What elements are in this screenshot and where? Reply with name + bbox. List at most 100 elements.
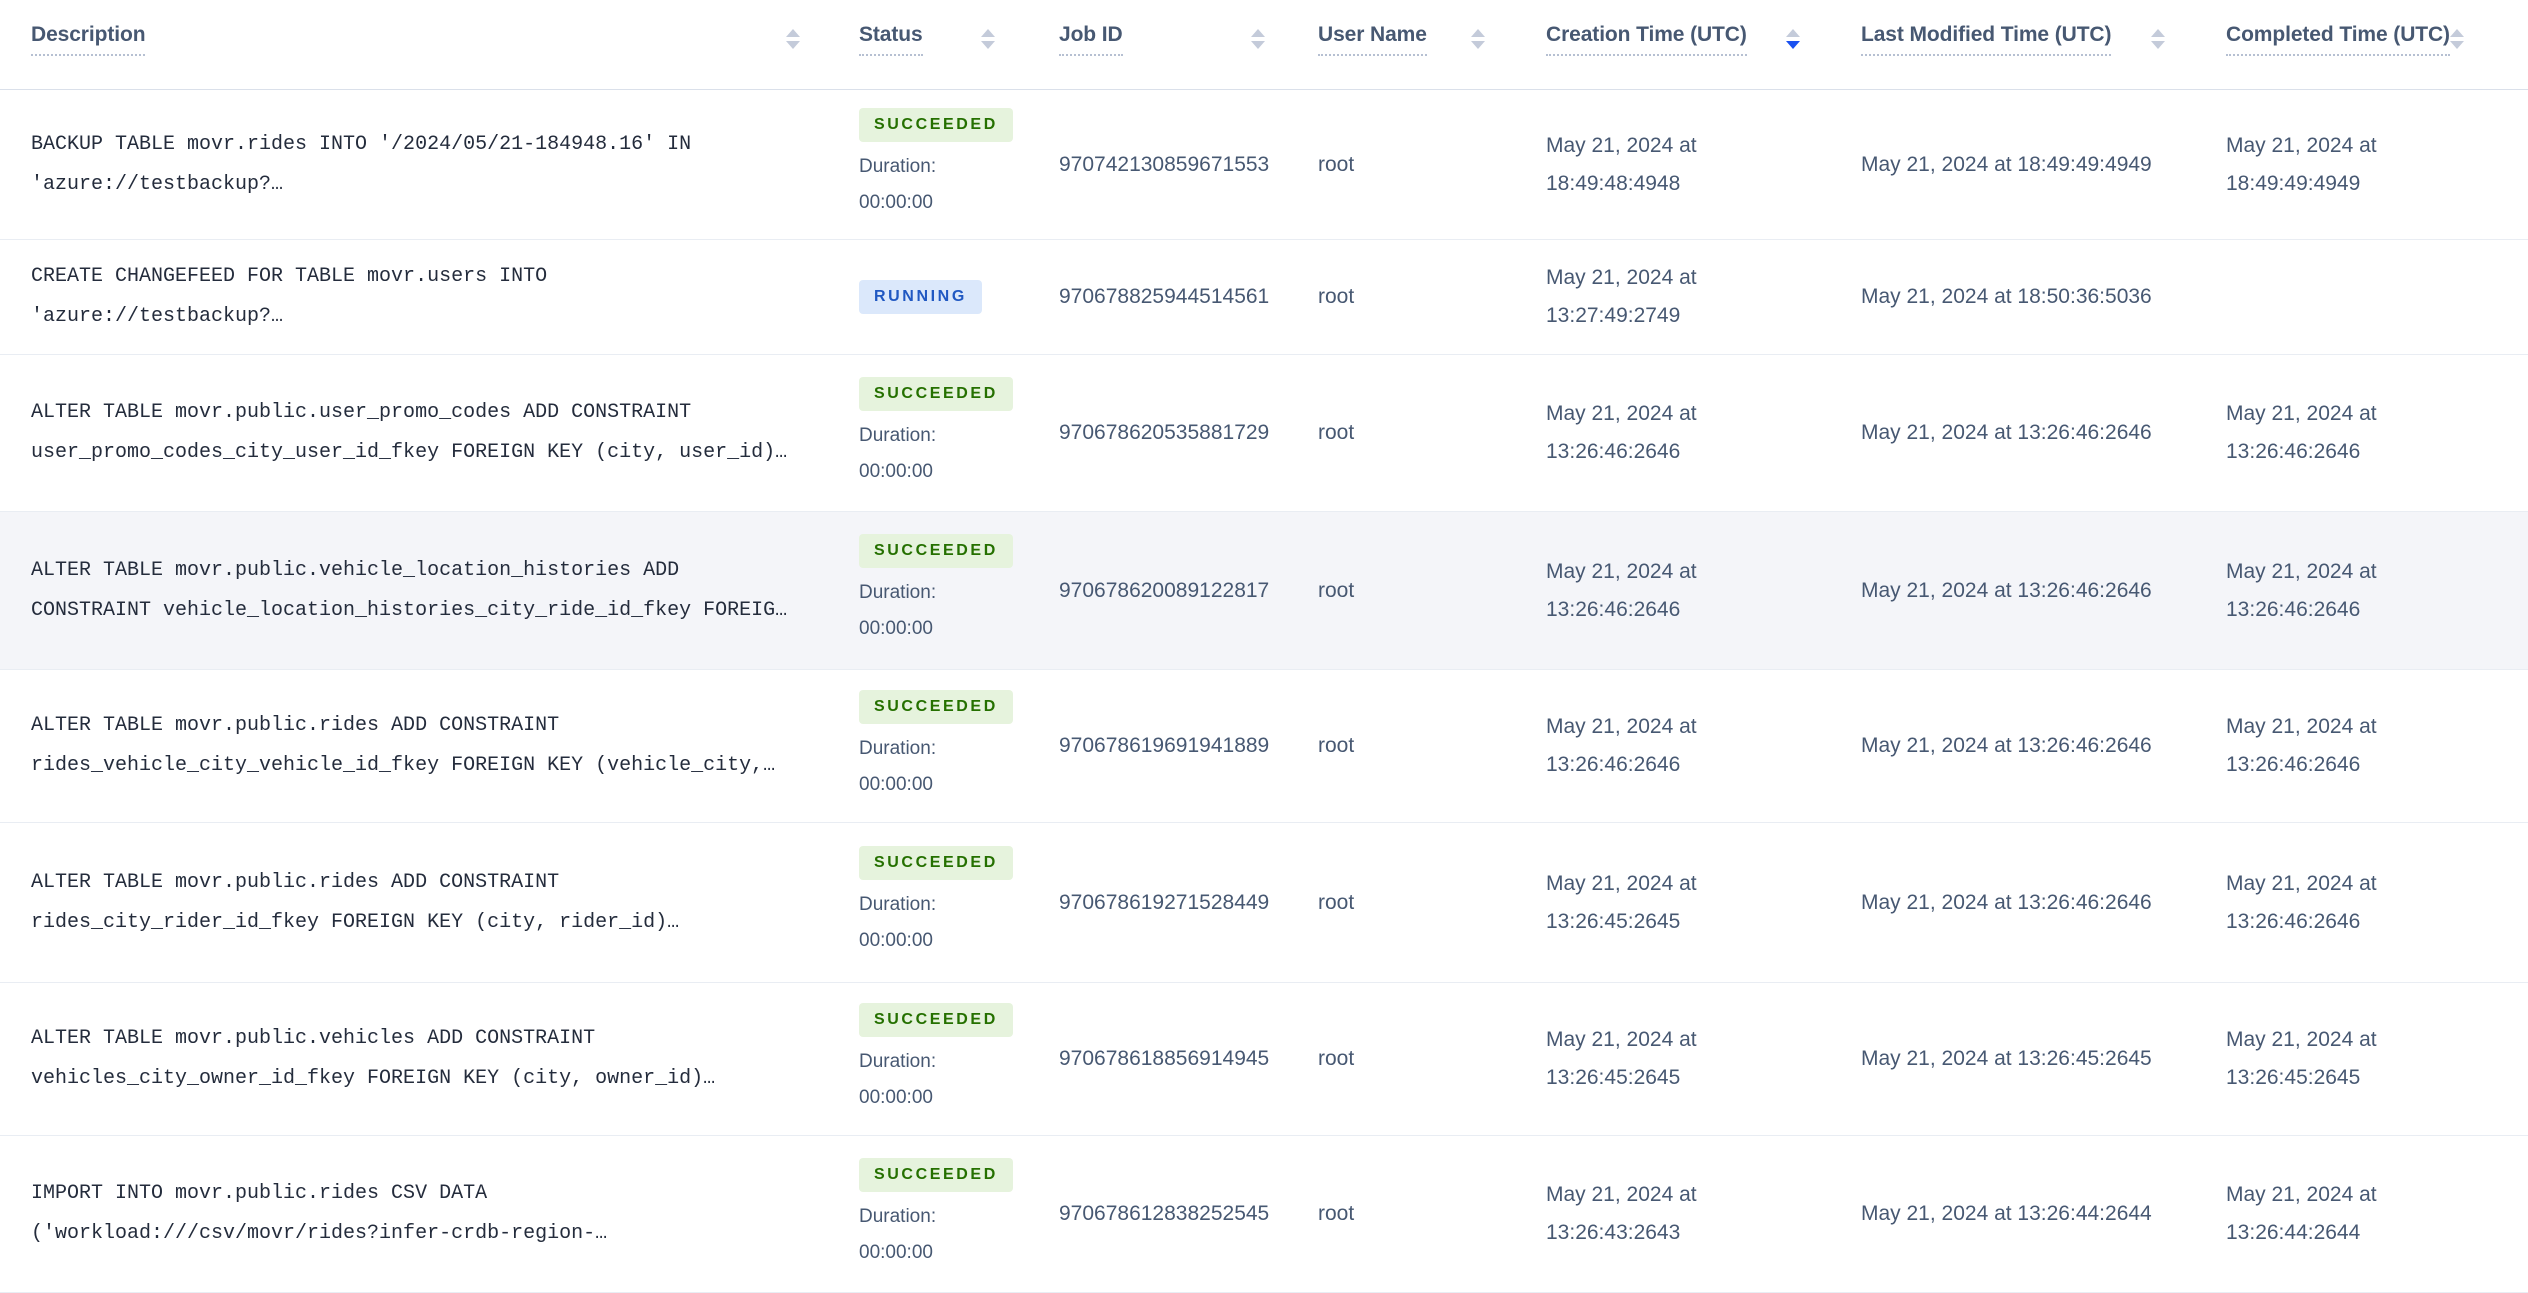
status-badge: SUCCEEDED bbox=[859, 1157, 1013, 1192]
status-badge: SUCCEEDED bbox=[859, 1002, 1013, 1037]
user-name: root bbox=[1318, 421, 1355, 444]
job-id-cell: 970678618856914945 bbox=[1045, 983, 1305, 1135]
user-name: root bbox=[1318, 1202, 1355, 1225]
creation-time: May 21, 2024 at 13:26:46:2646 bbox=[1546, 559, 1697, 621]
job-id-cell: 970678612838252545 bbox=[1045, 1136, 1305, 1292]
duration-value: 00:00:00 bbox=[859, 1086, 933, 1108]
status-cell: SUCCEEDED Duration: 00:00:00 bbox=[845, 512, 1045, 669]
last-modified-time-cell: May 21, 2024 at 18:50:36:5036 bbox=[1845, 240, 2210, 354]
job-description-link[interactable]: CREATE CHANGEFEED FOR TABLE movr.users I… bbox=[31, 265, 548, 328]
sort-icon bbox=[1251, 29, 1265, 49]
sort-icon bbox=[1786, 29, 1800, 49]
status-badge: RUNNING bbox=[859, 280, 982, 314]
table-row: BACKUP TABLE movr.rides INTO '/2024/05/2… bbox=[0, 90, 2528, 240]
last-modified-time: May 21, 2024 at 13:26:46:2646 bbox=[1861, 578, 2152, 602]
description-cell: ALTER TABLE movr.public.user_promo_codes… bbox=[0, 355, 845, 511]
sort-up-arrow-icon bbox=[1786, 29, 1800, 37]
job-description-link[interactable]: ALTER TABLE movr.public.rides ADD CONSTR… bbox=[31, 714, 776, 777]
duration-value: 00:00:00 bbox=[859, 773, 933, 795]
duration-label: Duration: bbox=[859, 582, 937, 603]
column-header-status[interactable]: Status bbox=[845, 0, 1045, 89]
sort-down-arrow-icon bbox=[2151, 41, 2165, 49]
job-id: 970678612838252545 bbox=[1059, 1202, 1270, 1225]
creation-time: May 21, 2024 at 18:49:48:4948 bbox=[1546, 133, 1697, 195]
job-description-link[interactable]: ALTER TABLE movr.public.rides ADD CONSTR… bbox=[31, 870, 680, 934]
sort-icon bbox=[981, 29, 995, 49]
table-row: ALTER TABLE movr.public.rides ADD CONSTR… bbox=[0, 823, 2528, 983]
last-modified-time-cell: May 21, 2024 at 13:26:46:2646 bbox=[1845, 355, 2210, 511]
completed-time-cell: May 21, 2024 at 13:26:46:2646 bbox=[2210, 512, 2528, 669]
duration-value: 00:00:00 bbox=[859, 1241, 933, 1263]
sort-down-arrow-icon bbox=[981, 41, 995, 49]
duration-value: 00:00:00 bbox=[859, 930, 933, 951]
job-description-link[interactable]: ALTER TABLE movr.public.vehicles ADD CON… bbox=[31, 1027, 716, 1090]
description-cell: BACKUP TABLE movr.rides INTO '/2024/05/2… bbox=[0, 90, 845, 239]
user-name-cell: root bbox=[1305, 512, 1530, 669]
user-name: root bbox=[1318, 1047, 1355, 1070]
sort-down-arrow-icon bbox=[1251, 41, 1265, 49]
job-id: 970678618856914945 bbox=[1059, 1047, 1270, 1070]
sort-up-arrow-icon bbox=[2449, 29, 2464, 37]
completed-time: May 21, 2024 at 13:26:46:2646 bbox=[2226, 871, 2377, 933]
job-id: 970678825944514561 bbox=[1059, 285, 1270, 308]
creation-time-cell: May 21, 2024 at 13:26:46:2646 bbox=[1530, 355, 1845, 511]
job-id: 970678620535881729 bbox=[1059, 421, 1270, 444]
column-header-description[interactable]: Description bbox=[0, 0, 845, 89]
sort-down-arrow-icon bbox=[1786, 41, 1800, 49]
column-header-last_modified_time[interactable]: Last Modified Time (UTC) bbox=[1845, 0, 2210, 89]
status-badge: SUCCEEDED bbox=[859, 534, 1013, 568]
creation-time-cell: May 21, 2024 at 13:27:49:2749 bbox=[1530, 240, 1845, 354]
user-name: root bbox=[1318, 578, 1355, 602]
duration-label: Duration: bbox=[859, 894, 937, 915]
creation-time-cell: May 21, 2024 at 18:49:48:4948 bbox=[1530, 90, 1845, 239]
last-modified-time: May 21, 2024 at 13:26:45:2645 bbox=[1861, 1047, 2152, 1070]
description-cell: ALTER TABLE movr.public.vehicle_location… bbox=[0, 512, 845, 669]
job-description-link[interactable]: ALTER TABLE movr.public.vehicle_location… bbox=[31, 558, 788, 622]
last-modified-time-cell: May 21, 2024 at 13:26:44:2644 bbox=[1845, 1136, 2210, 1292]
sort-icon bbox=[1471, 29, 1485, 49]
description-cell: CREATE CHANGEFEED FOR TABLE movr.users I… bbox=[0, 240, 845, 354]
column-header-job_id[interactable]: Job ID bbox=[1045, 0, 1305, 89]
job-description-link[interactable]: BACKUP TABLE movr.rides INTO '/2024/05/2… bbox=[31, 132, 692, 196]
status-cell: SUCCEEDED Duration: 00:00:00 bbox=[845, 670, 1045, 822]
duration-label: Duration: bbox=[859, 1205, 937, 1227]
last-modified-time-cell: May 21, 2024 at 13:26:45:2645 bbox=[1845, 983, 2210, 1135]
column-header-user_name[interactable]: User Name bbox=[1305, 0, 1530, 89]
table-body: BACKUP TABLE movr.rides INTO '/2024/05/2… bbox=[0, 90, 2528, 1293]
job-id: 970678619691941889 bbox=[1059, 734, 1270, 757]
sort-icon bbox=[2449, 29, 2464, 49]
table-row: CREATE CHANGEFEED FOR TABLE movr.users I… bbox=[0, 240, 2528, 355]
duration-label: Duration: bbox=[859, 1050, 937, 1072]
creation-time: May 21, 2024 at 13:27:49:2749 bbox=[1546, 266, 1697, 327]
completed-time: May 21, 2024 at 13:26:46:2646 bbox=[2226, 559, 2377, 621]
user-name: root bbox=[1318, 285, 1355, 308]
creation-time: May 21, 2024 at 13:26:46:2646 bbox=[1546, 402, 1697, 463]
job-id-cell: 970678825944514561 bbox=[1045, 240, 1305, 354]
sort-icon bbox=[2151, 29, 2165, 49]
creation-time-cell: May 21, 2024 at 13:26:46:2646 bbox=[1530, 670, 1845, 822]
last-modified-time: May 21, 2024 at 13:26:46:2646 bbox=[1861, 734, 2152, 757]
column-header-completed_time[interactable]: Completed Time (UTC) bbox=[2210, 0, 2528, 89]
sort-up-arrow-icon bbox=[981, 29, 995, 37]
job-id: 970742130859671553 bbox=[1059, 152, 1270, 176]
completed-time-cell: May 21, 2024 at 13:26:46:2646 bbox=[2210, 670, 2528, 822]
completed-time-cell: May 21, 2024 at 13:26:46:2646 bbox=[2210, 823, 2528, 982]
job-id-cell: 970678620535881729 bbox=[1045, 355, 1305, 511]
status-badge: SUCCEEDED bbox=[859, 689, 1013, 724]
last-modified-time: May 21, 2024 at 13:26:44:2644 bbox=[1861, 1202, 2152, 1225]
job-description-link[interactable]: IMPORT INTO movr.public.rides CSV DATA (… bbox=[31, 1182, 608, 1245]
job-description-link[interactable]: ALTER TABLE movr.public.user_promo_codes… bbox=[31, 401, 788, 464]
duration-value: 00:00:00 bbox=[859, 460, 933, 482]
duration-label: Duration: bbox=[859, 156, 937, 177]
column-header-creation_time[interactable]: Creation Time (UTC) bbox=[1530, 0, 1845, 89]
job-id: 970678619271528449 bbox=[1059, 890, 1270, 914]
table-header: Description Status Job ID User Name Crea… bbox=[0, 0, 2528, 90]
job-id-cell: 970678619271528449 bbox=[1045, 823, 1305, 982]
status-badge: SUCCEEDED bbox=[859, 846, 1013, 880]
sort-down-arrow-icon bbox=[2449, 41, 2464, 49]
user-name-cell: root bbox=[1305, 1136, 1530, 1292]
duration-label: Duration: bbox=[859, 424, 937, 446]
creation-time: May 21, 2024 at 13:26:45:2645 bbox=[1546, 871, 1697, 933]
sort-down-arrow-icon bbox=[786, 41, 800, 49]
